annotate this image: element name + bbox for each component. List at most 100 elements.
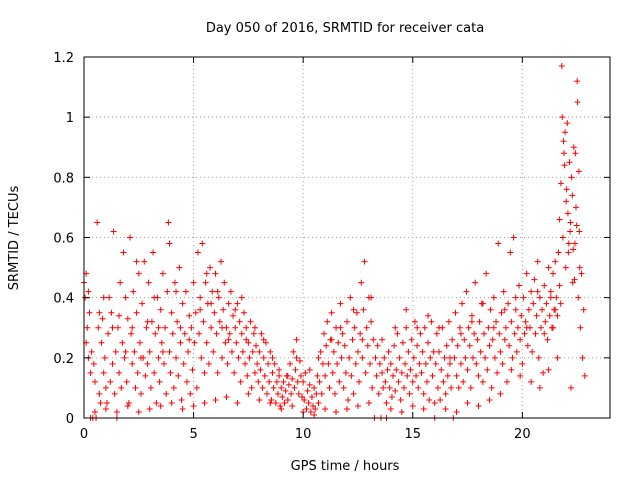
data-point <box>347 294 354 301</box>
data-point <box>433 330 440 337</box>
data-point <box>517 372 524 379</box>
data-point <box>212 270 219 277</box>
data-point <box>483 270 490 277</box>
data-point <box>522 318 529 325</box>
data-point <box>305 399 312 406</box>
data-point <box>209 288 216 295</box>
data-point <box>256 348 263 355</box>
data-point <box>235 354 242 361</box>
data-point <box>556 216 563 223</box>
data-point <box>151 294 158 301</box>
data-point <box>381 354 388 361</box>
data-point <box>392 387 399 394</box>
data-point <box>552 258 559 265</box>
data-point <box>96 390 103 397</box>
data-point <box>577 324 584 331</box>
data-point <box>362 369 369 376</box>
data-point <box>207 264 214 271</box>
data-point <box>536 384 543 391</box>
data-point <box>523 324 530 331</box>
data-point <box>331 390 338 397</box>
data-point <box>238 330 245 337</box>
data-point <box>123 378 130 385</box>
data-point <box>386 384 393 391</box>
data-point <box>312 405 319 412</box>
data-point <box>370 336 377 343</box>
data-point <box>455 384 462 391</box>
data-point <box>430 348 437 355</box>
data-point <box>573 204 580 211</box>
data-point <box>488 384 495 391</box>
data-point <box>571 276 578 283</box>
data-point <box>454 342 461 349</box>
data-point <box>98 339 105 346</box>
data-point <box>380 384 387 391</box>
data-point <box>441 354 448 361</box>
data-point <box>326 384 333 391</box>
data-point <box>468 318 475 325</box>
data-point <box>333 408 340 415</box>
data-point <box>350 390 357 397</box>
data-point <box>545 366 552 373</box>
y-tick-label: 0.4 <box>53 292 74 307</box>
data-point <box>581 372 588 379</box>
data-point <box>322 372 329 379</box>
data-point <box>205 360 212 367</box>
data-point <box>534 288 541 295</box>
data-point <box>452 309 459 316</box>
data-point <box>376 360 383 367</box>
data-point <box>315 354 322 361</box>
data-point <box>107 378 114 385</box>
data-point <box>121 354 128 361</box>
data-point <box>270 384 277 391</box>
data-point <box>472 279 479 286</box>
data-point <box>119 339 126 346</box>
data-point <box>329 369 336 376</box>
data-point <box>240 309 247 316</box>
data-point <box>400 384 407 391</box>
data-point <box>521 330 528 337</box>
data-point <box>485 324 492 331</box>
data-point <box>290 348 297 355</box>
x-tick-labels: 0 5 10 15 20 <box>80 427 531 442</box>
data-point <box>438 366 445 373</box>
data-point <box>497 348 504 355</box>
data-point <box>179 300 186 307</box>
data-point <box>486 342 493 349</box>
data-point <box>159 348 166 355</box>
data-point <box>228 348 235 355</box>
data-point <box>354 348 361 355</box>
data-point <box>85 288 92 295</box>
data-point <box>299 393 306 400</box>
data-point <box>459 300 466 307</box>
data-point <box>440 378 447 385</box>
data-point <box>191 339 198 346</box>
data-point <box>178 396 185 403</box>
data-point <box>250 330 257 337</box>
data-point <box>436 324 443 331</box>
data-point <box>567 384 574 391</box>
data-point <box>567 219 574 226</box>
data-point <box>203 339 210 346</box>
data-point <box>297 372 304 379</box>
data-point <box>145 279 152 286</box>
data-point <box>156 378 163 385</box>
data-point <box>543 300 550 307</box>
data-point <box>157 306 164 313</box>
data-point <box>168 399 175 406</box>
data-point <box>443 342 450 349</box>
data-point <box>457 360 464 367</box>
data-point <box>350 306 357 313</box>
data-point <box>398 408 405 415</box>
data-point <box>511 330 518 337</box>
data-point <box>506 342 513 349</box>
data-point <box>197 306 204 313</box>
data-point <box>436 348 443 355</box>
data-point <box>547 288 554 295</box>
data-point <box>129 360 136 367</box>
data-point <box>346 354 353 361</box>
data-point <box>493 318 500 325</box>
data-point <box>356 378 363 385</box>
data-point <box>395 378 402 385</box>
data-point <box>232 306 239 313</box>
